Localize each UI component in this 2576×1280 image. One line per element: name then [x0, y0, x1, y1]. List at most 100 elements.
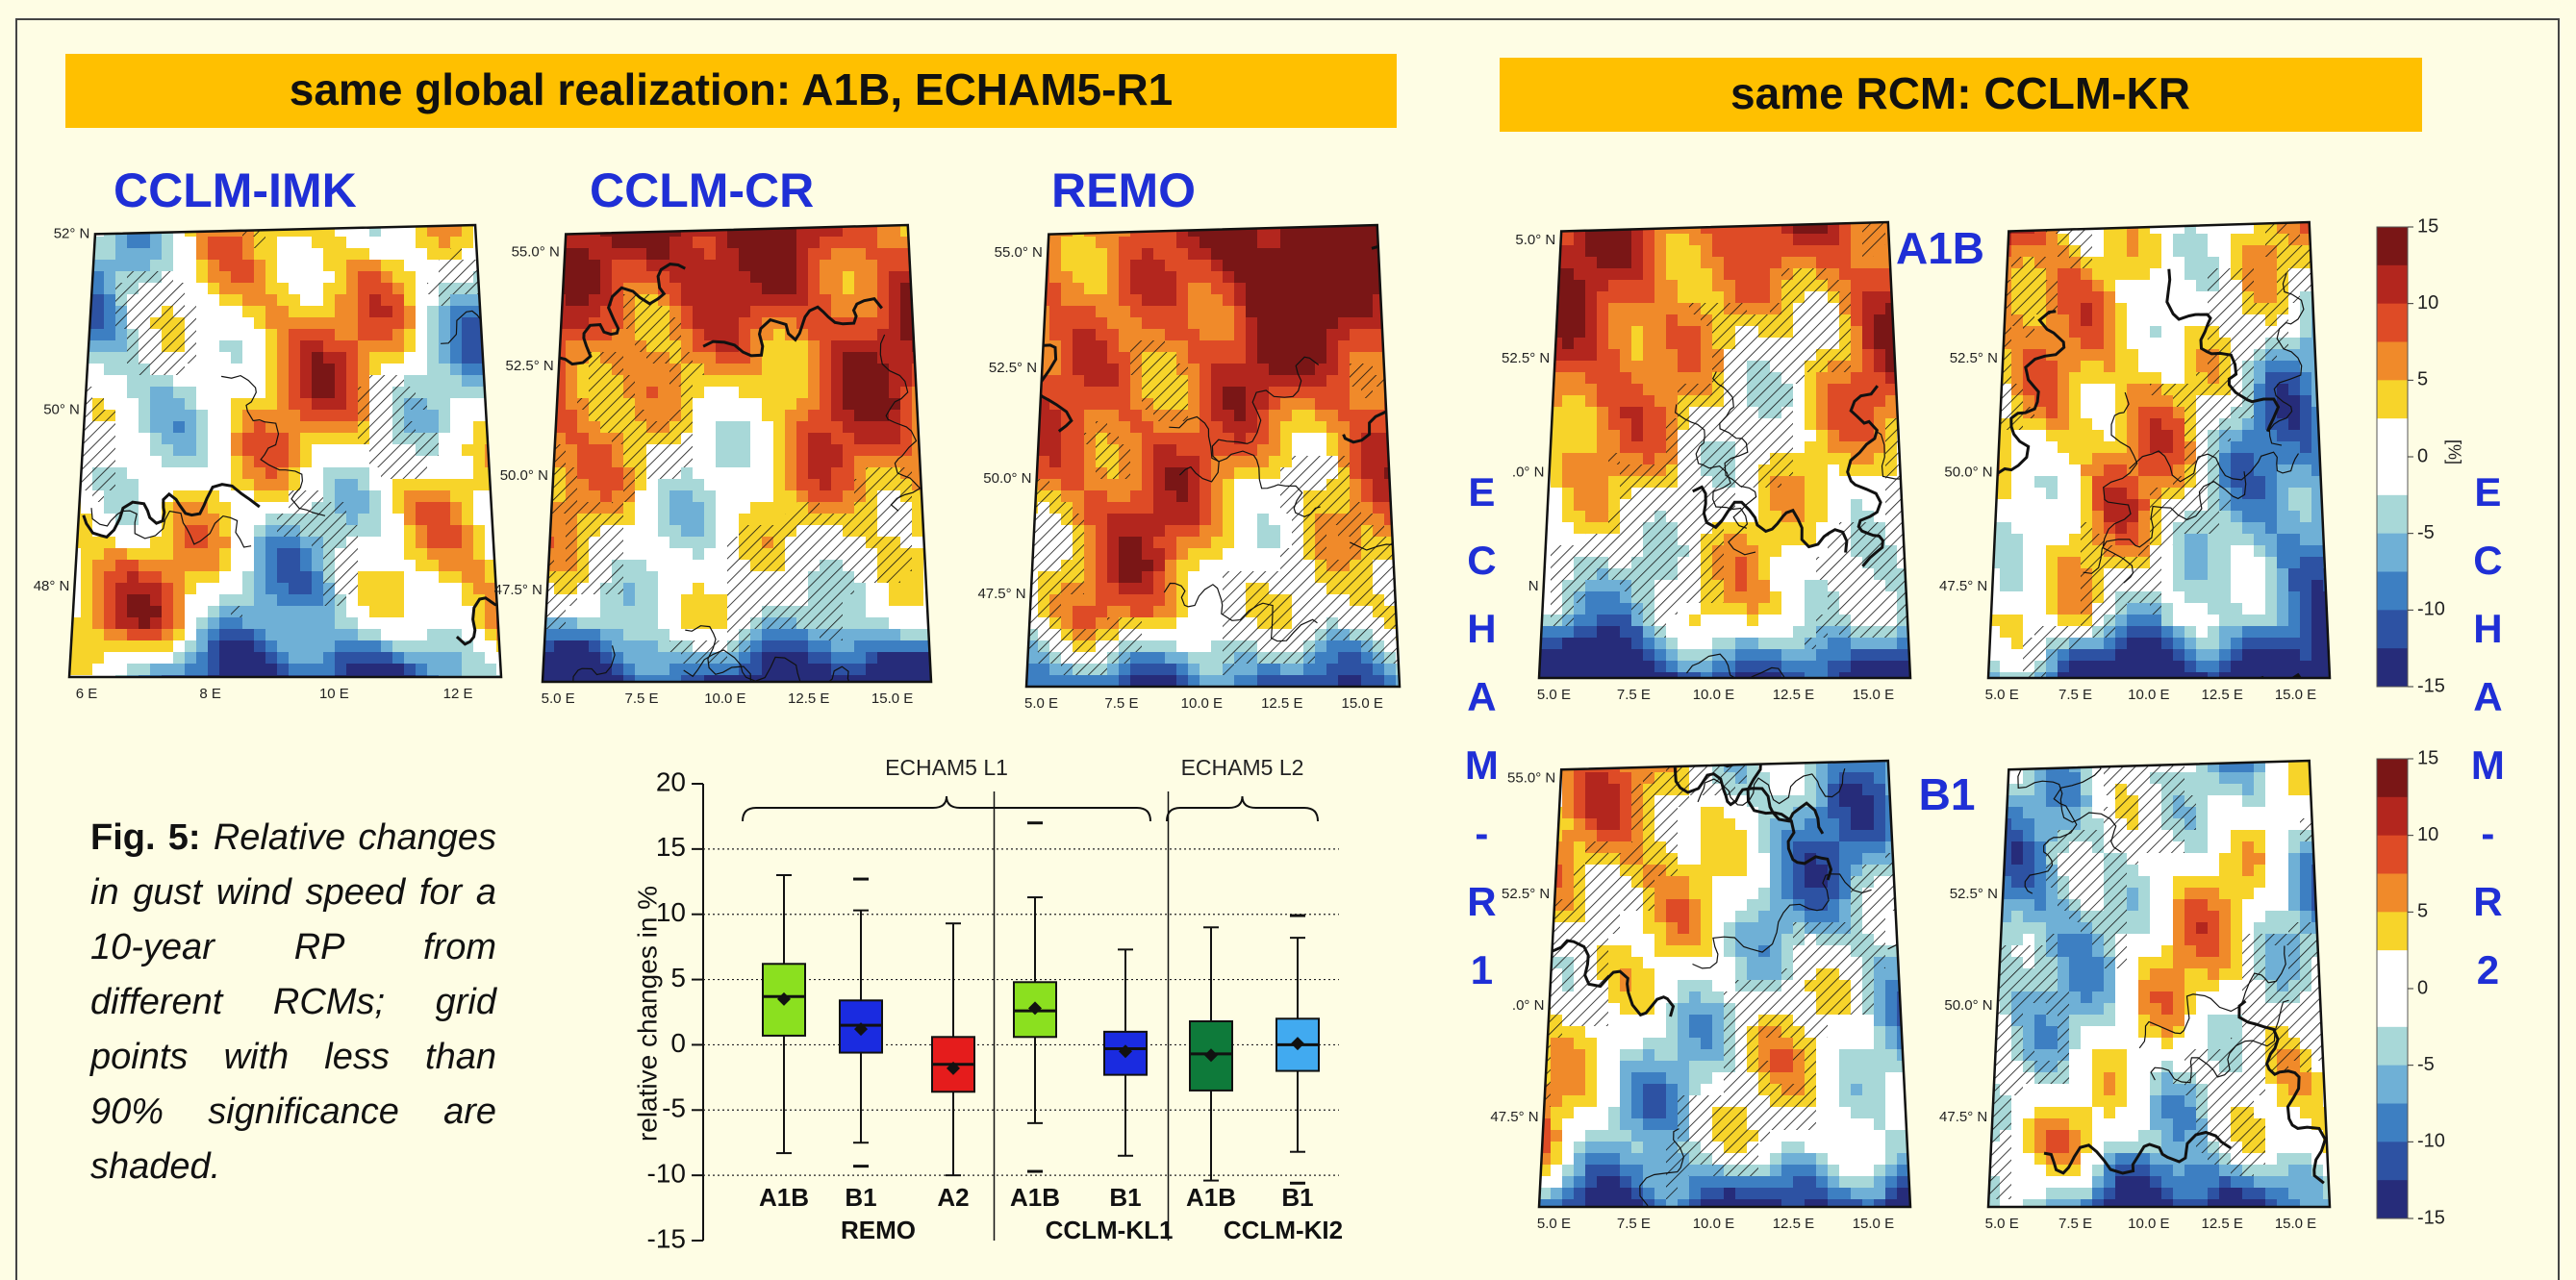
lon-label: 10.0 E: [2128, 1216, 2169, 1232]
lat-label: 52.5° N: [1950, 350, 1998, 366]
caption-text: Relative changes in gust wind speed for …: [90, 817, 496, 1187]
lon-label: 7.5 E: [625, 690, 659, 707]
colorbar-segment: [2377, 1180, 2408, 1218]
x-tick-label: A1B: [759, 1183, 809, 1212]
colorbar-segment: [2377, 534, 2408, 572]
lat-label: 48° N: [34, 578, 70, 594]
colorbar-tick-label: -15: [2417, 675, 2445, 696]
bracket: [743, 796, 1150, 821]
colorbar-tick-label: 5: [2417, 369, 2428, 390]
x-tick-label: A1B: [1186, 1183, 1236, 1212]
colorbar-segment: [2377, 1104, 2408, 1142]
colorbar-tick-label: -10: [2417, 599, 2445, 620]
y-axis-label: relative changes in %: [632, 886, 662, 1142]
lat-label: 50° N: [43, 402, 80, 418]
lon-label: 10.0 E: [1181, 695, 1223, 712]
lat-label: 52° N: [54, 225, 90, 241]
lon-label: 12.5 E: [2201, 687, 2242, 703]
lon-label: 5.0 E: [1985, 1216, 2019, 1232]
colorbar-segment: [2377, 610, 2408, 648]
lon-label: 5.0 E: [1537, 1216, 1571, 1232]
x-tick-label: A2: [937, 1183, 969, 1212]
lon-label: 12 E: [443, 686, 473, 702]
lon-label: 15.0 E: [2275, 687, 2316, 703]
y-tick-label: -5: [662, 1093, 686, 1123]
colorbar-segment: [2377, 265, 2408, 304]
lon-label: 10 E: [319, 686, 349, 702]
lon-label: 12.5 E: [788, 690, 829, 707]
lat-label: 50.0° N: [1944, 997, 1992, 1014]
map-title: CCLM-IMK: [114, 163, 357, 217]
lat-label: 47.5° N: [1939, 578, 1987, 594]
y-tick-label: 5: [670, 963, 686, 992]
lon-label: 12.5 E: [1261, 695, 1302, 712]
colorbar-segment: [2377, 648, 2408, 687]
lon-label: 7.5 E: [1617, 687, 1651, 703]
colorbar-segment: [2377, 797, 2408, 836]
lon-label: 15.0 E: [871, 690, 913, 707]
lat-label: 55.0° N: [512, 243, 560, 260]
lat-label: 47.5° N: [1939, 1109, 1987, 1125]
map: [1988, 222, 2391, 766]
lon-label: 10.0 E: [2128, 687, 2169, 703]
colorbar-segment: [2377, 1142, 2408, 1180]
x-tick-label: A1B: [1010, 1183, 1060, 1212]
lat-label: 55.0° N: [1507, 770, 1555, 787]
y-tick-label: 0: [670, 1028, 686, 1058]
column-label: ECHAM-R2: [2465, 469, 2511, 1016]
lat-label: 50.0° N: [500, 467, 548, 484]
colorbar-tick-label: -5: [2417, 1054, 2435, 1075]
lat-label: 50.0° N: [1944, 464, 1992, 481]
lat-label: 52.5° N: [1950, 886, 1998, 902]
lon-label: 12.5 E: [1773, 1216, 1814, 1232]
colorbar-tick-label: 10: [2417, 824, 2438, 845]
lon-label: 10.0 E: [1693, 687, 1734, 703]
colorbar-tick-label: 0: [2417, 977, 2428, 998]
x-tick-label: B1: [1281, 1183, 1313, 1212]
map-border: [923, 280, 1047, 394]
colorbar-segment: [2377, 759, 2408, 797]
colorbar-segment: [2377, 989, 2408, 1027]
row-label: A1B: [1896, 223, 1984, 273]
group-label: CCLM-KL1: [1046, 1216, 1174, 1244]
lon-label: 15.0 E: [2275, 1216, 2316, 1232]
lat-label: 52.5° N: [1502, 886, 1550, 902]
colorbar-segment: [2377, 342, 2408, 381]
y-tick-label: -10: [647, 1159, 686, 1189]
x-tick-label: B1: [845, 1183, 876, 1212]
colorbar-segment: [2377, 836, 2408, 874]
colorbar-segment: [2377, 418, 2408, 457]
map-border: [1886, 802, 1993, 929]
lon-label: 8 E: [199, 686, 221, 702]
colorbar-segment: [2377, 572, 2408, 611]
lon-label: 5.0 E: [542, 690, 575, 707]
colorbar-segment: [2377, 304, 2408, 342]
map: [495, 225, 1046, 788]
lon-label: 6 E: [76, 686, 98, 702]
lon-label: 15.0 E: [1853, 687, 1894, 703]
colorbar-tick-label: 0: [2417, 445, 2428, 466]
caption: Fig. 5: Relative changes in gust wind sp…: [90, 811, 496, 1194]
colorbar-segment: [2377, 912, 2408, 950]
colorbar-tick-label: -10: [2417, 1131, 2445, 1152]
map-field: [2196, 922, 2208, 934]
bracket-label: ECHAM5 L2: [1181, 755, 1304, 780]
colorbar-tick-label: -5: [2417, 522, 2435, 543]
lat-label: 5.0° N: [1515, 232, 1555, 248]
lon-label: 5.0 E: [1537, 687, 1571, 703]
page: { "left_panel": { "header": "same global…: [0, 0, 2576, 1280]
lon-label: 12.5 E: [1773, 687, 1814, 703]
lon-label: 7.5 E: [2058, 1216, 2092, 1232]
colorbar-tick-label: -15: [2417, 1207, 2445, 1228]
lat-label: 52.5° N: [989, 360, 1037, 376]
lon-label: 12.5 E: [2201, 1216, 2242, 1232]
colorbar-segment: [2377, 380, 2408, 418]
lon-label: 7.5 E: [1617, 1216, 1651, 1232]
lon-label: 15.0 E: [1342, 695, 1383, 712]
lat-label: 52.5° N: [1502, 350, 1550, 366]
lon-label: 5.0 E: [1985, 687, 2019, 703]
bracket-label: ECHAM5 L1: [885, 755, 1008, 780]
colorbar-segment: [2377, 950, 2408, 989]
lat-label: 47.5° N: [977, 586, 1025, 602]
lat-label: 47.5° N: [494, 582, 543, 598]
